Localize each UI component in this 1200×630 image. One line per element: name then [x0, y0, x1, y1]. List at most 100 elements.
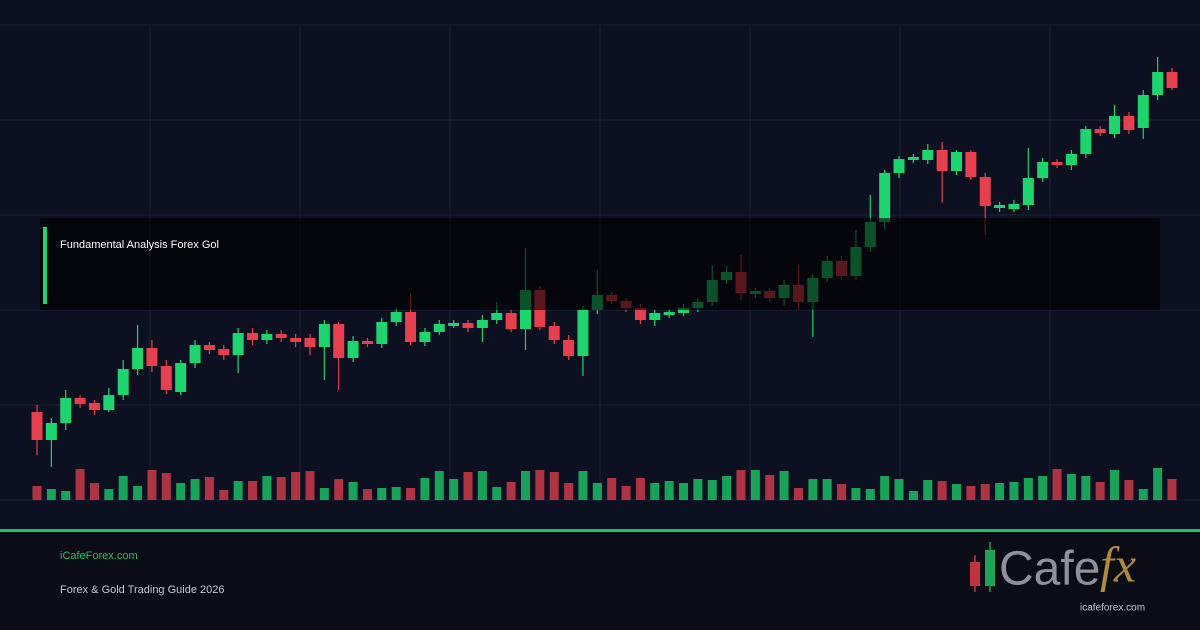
candle-body: [1123, 116, 1135, 130]
overlay-accent: [43, 227, 47, 304]
volume-bar: [693, 479, 703, 500]
volume-bar: [1124, 480, 1134, 500]
candle-body: [247, 333, 259, 340]
candle-body: [60, 398, 72, 423]
volume-bar: [1066, 474, 1076, 500]
candle-body: [678, 308, 690, 313]
candle-body: [1080, 129, 1092, 154]
volume-bar: [822, 479, 832, 500]
candle-body: [405, 312, 417, 342]
volume-bar: [406, 488, 416, 500]
volume-bar: [664, 481, 674, 500]
volume-bar: [233, 481, 243, 500]
volume-bar: [722, 476, 732, 500]
candle-body: [448, 323, 460, 326]
volume-bar: [1167, 479, 1177, 500]
volume-bar: [607, 478, 617, 500]
volume-bar: [980, 484, 990, 500]
candle-body: [261, 334, 273, 340]
volume-bar: [46, 489, 56, 500]
candles: [31, 57, 1178, 500]
volume-bar: [1009, 482, 1019, 500]
logo-candle: [985, 550, 995, 586]
candle-body: [649, 313, 661, 320]
volume-bar: [707, 480, 717, 500]
volume-bar: [1095, 482, 1105, 500]
volume-bar: [837, 484, 847, 500]
volume-bar: [1110, 470, 1120, 500]
volume-bar: [1138, 489, 1148, 500]
candle-body: [31, 412, 43, 440]
volume-bar: [635, 478, 645, 500]
volume-bar: [291, 472, 301, 500]
volume-bar: [535, 470, 545, 500]
candle-body: [1137, 95, 1149, 128]
volume-bar: [334, 479, 344, 500]
candle-body: [275, 334, 287, 338]
volume-bar: [937, 481, 947, 500]
volume-bar: [1081, 476, 1091, 500]
logo-accent: fx: [1100, 536, 1136, 592]
candle-body: [304, 338, 316, 347]
footer-background: [0, 530, 1200, 630]
volume-bar: [1038, 476, 1048, 500]
footer-subtitle: Forex & Gold Trading Guide 2026: [60, 584, 224, 596]
candle-body: [634, 308, 646, 320]
volume-bar: [966, 486, 976, 500]
volume-bar: [923, 480, 933, 500]
candle-body: [361, 341, 373, 344]
volume-bar: [894, 479, 904, 500]
candle-body: [390, 312, 402, 322]
candle-body: [505, 313, 517, 329]
volume-bar: [650, 483, 660, 500]
candle-body: [563, 340, 575, 356]
volume-bar: [391, 487, 401, 500]
volume-bar: [176, 483, 186, 500]
candle-body: [203, 345, 215, 350]
volume-bar: [793, 488, 803, 500]
title-overlay: [40, 218, 1160, 310]
candle-body: [160, 366, 172, 390]
candle-body: [189, 345, 201, 363]
volume-bar: [219, 490, 229, 500]
candle-body: [879, 173, 891, 222]
volume-bar: [420, 478, 430, 500]
candle-body: [146, 348, 158, 366]
candle-body: [936, 150, 948, 171]
volume-bar: [161, 473, 171, 500]
volume-bar: [865, 489, 875, 500]
candle-body: [907, 157, 919, 160]
volume-bar: [765, 475, 775, 500]
volume-bar: [908, 491, 918, 500]
volume-bar: [621, 486, 631, 500]
volume-bar: [492, 487, 502, 500]
candle-body: [318, 324, 330, 347]
volume-bar: [880, 476, 890, 500]
candle-body: [433, 324, 445, 332]
logo-word: Cafe: [999, 543, 1100, 596]
volume-bar: [851, 488, 861, 500]
volume-bar: [449, 479, 459, 500]
candle-body: [419, 332, 431, 342]
volume-bar: [679, 483, 689, 500]
candle-body: [290, 338, 302, 342]
candle-body: [376, 322, 388, 344]
volume-bar: [951, 484, 961, 500]
candle-body: [1166, 72, 1178, 88]
volume-bar: [75, 469, 85, 500]
volume-bar: [1052, 469, 1062, 500]
candle-body: [663, 312, 675, 315]
volume-bar: [319, 488, 329, 500]
candle-body: [1008, 204, 1020, 209]
volume-bar: [463, 472, 473, 500]
volume-bar: [104, 489, 114, 500]
candle-body: [1022, 178, 1034, 205]
volume-bar: [118, 476, 128, 500]
candle-body: [577, 310, 589, 356]
candle-body: [132, 348, 144, 369]
candle-body: [1051, 162, 1063, 165]
candle-body: [333, 324, 345, 358]
candle-body: [117, 369, 129, 395]
candle-body: [491, 313, 503, 320]
